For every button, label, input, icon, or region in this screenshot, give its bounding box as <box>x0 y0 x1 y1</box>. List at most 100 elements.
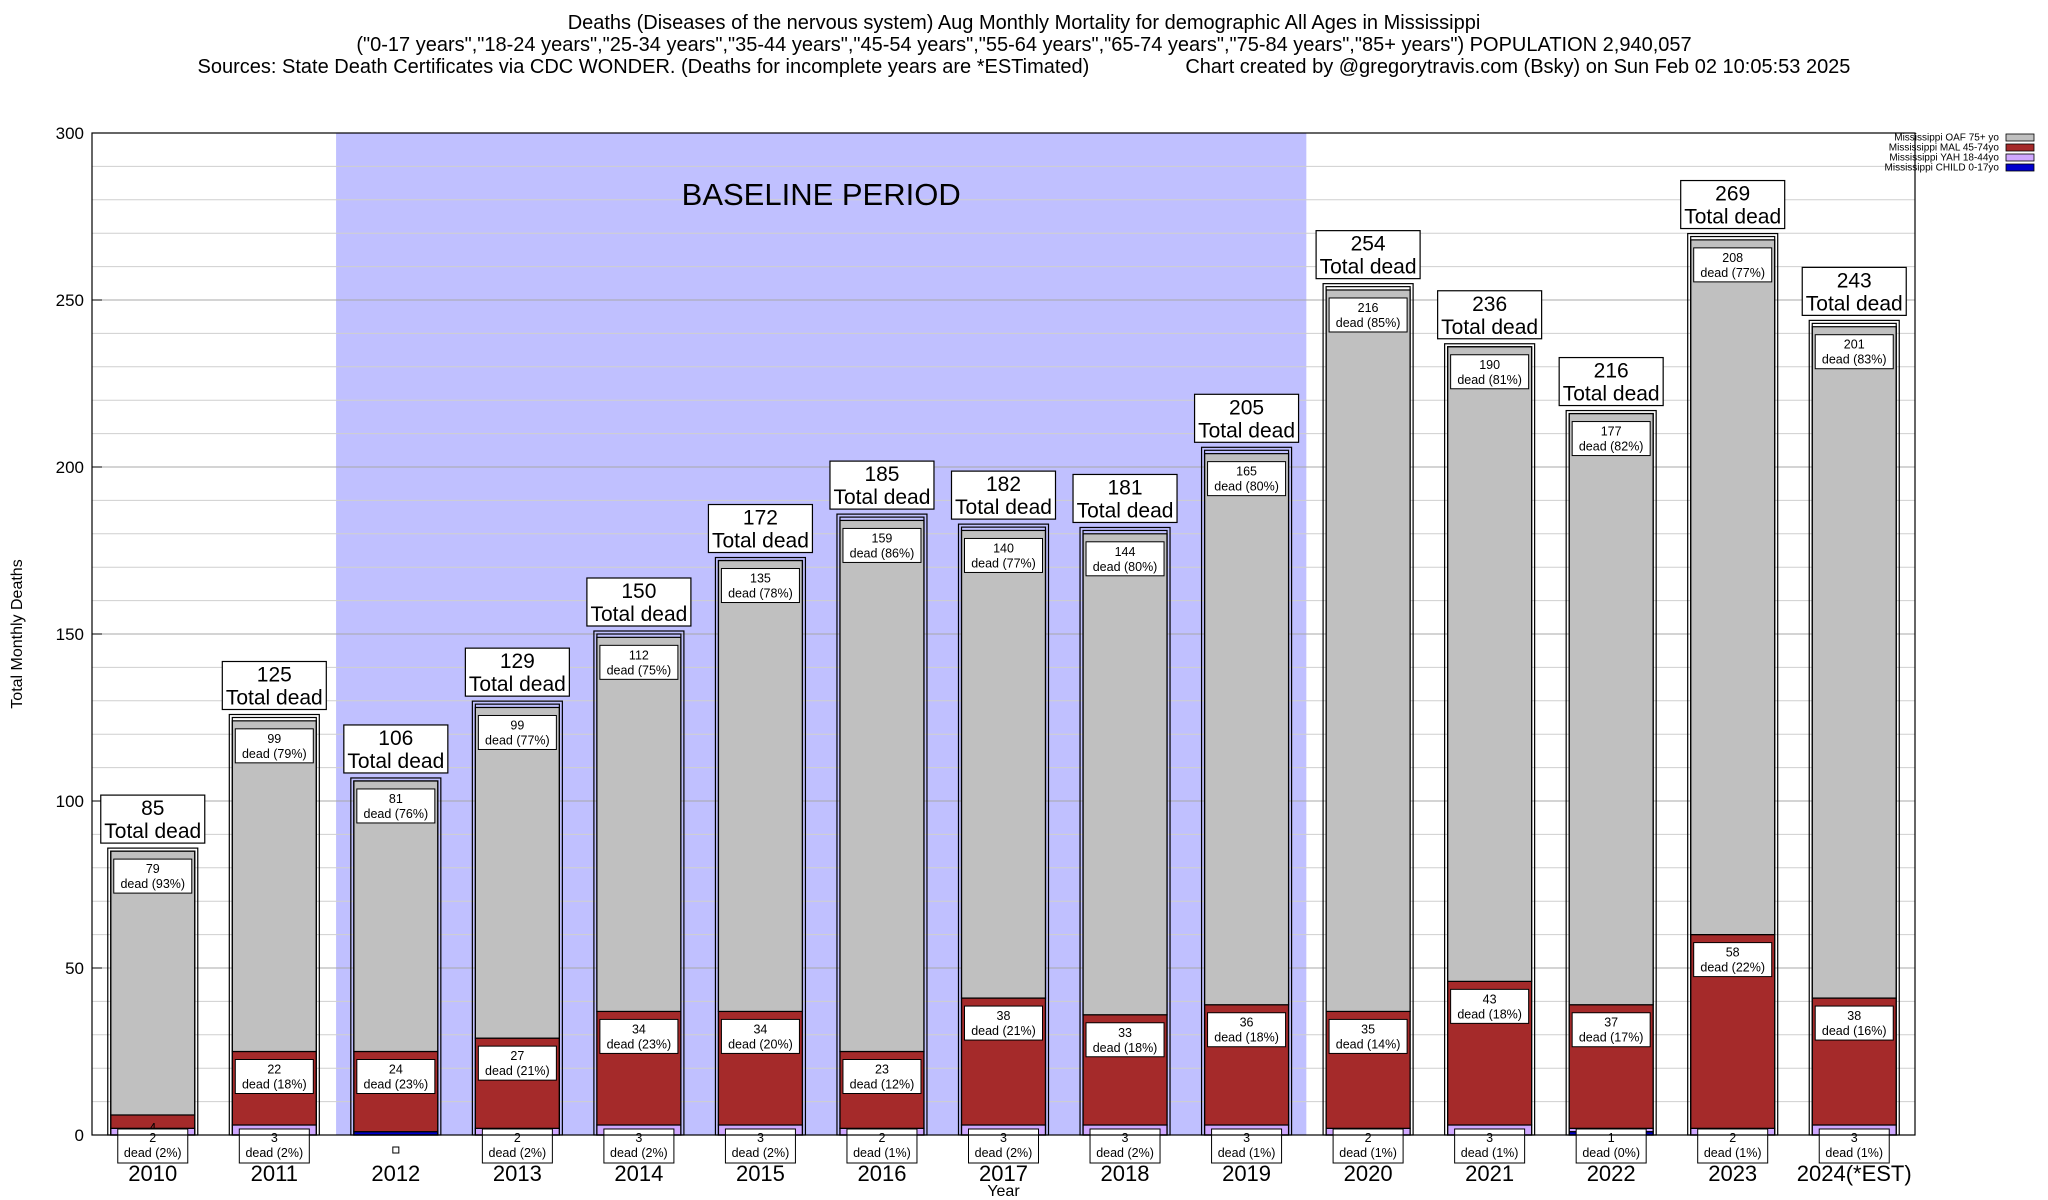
chart-sources: Sources: State Death Certificates via CD… <box>197 56 1090 78</box>
y-axis-label: Total Monthly Deaths <box>9 559 26 708</box>
chart-credit: Chart created by @gregorytravis.com (Bsk… <box>1185 56 1851 78</box>
segment-label-box <box>113 858 193 894</box>
segment-percent-label: dead (83%) <box>1822 353 1887 367</box>
chart-header: Deaths (Diseases of the nervous system) … <box>0 12 2048 78</box>
segment-value-label: 99 <box>510 718 524 732</box>
total-suffix-label: Total dead <box>104 820 201 843</box>
segment-label-box <box>1328 1018 1408 1054</box>
segment-value-label: 3 <box>1243 1131 1250 1145</box>
segment-value-label: 2 <box>878 1131 885 1145</box>
segment-percent-label: dead (2%) <box>975 1146 1033 1160</box>
bar-segment <box>1082 533 1168 1016</box>
segment-value-label: 38 <box>1847 1009 1861 1023</box>
chart-title-line-1: Deaths (Diseases of the nervous system) … <box>567 12 1481 34</box>
segment-percent-label: dead (1%) <box>1339 1146 1397 1160</box>
legend-swatch <box>2005 143 2035 152</box>
segment-label-box <box>1814 1005 1894 1041</box>
segment-value-label: 24 <box>389 1063 403 1077</box>
segment-percent-label: dead (2%) <box>1096 1146 1154 1160</box>
x-tick-label: 2010 <box>128 1161 177 1186</box>
segment-label-box <box>1085 541 1165 577</box>
x-tick-label: 2024(*EST) <box>1797 1161 1912 1186</box>
segment-label-box <box>1207 1012 1287 1048</box>
total-label-box <box>1558 356 1664 407</box>
y-tick-label: 0 <box>75 1126 84 1145</box>
bar-segment <box>1811 326 1897 999</box>
legend-entry-label: Mississippi OAF 75+ yo <box>1894 133 1999 144</box>
legend-entry-label: Mississippi YAH 18-44yo <box>1889 153 1999 164</box>
segment-value-label: 34 <box>632 1022 646 1036</box>
x-tick-label: 2016 <box>857 1161 906 1186</box>
segment-label-box <box>1328 297 1408 333</box>
segment-value-label: 216 <box>1358 301 1379 315</box>
segment-value-label: 177 <box>1601 425 1622 439</box>
segment-percent-label: dead (22%) <box>1700 961 1765 975</box>
segment-percent-label: dead (12%) <box>850 1078 915 1092</box>
total-label-box <box>950 470 1057 520</box>
x-tick-label: 2013 <box>493 1161 542 1186</box>
segment-label-box <box>842 1059 922 1094</box>
segment-value-label: 37 <box>1604 1016 1618 1030</box>
total-value-label: 216 <box>1594 360 1629 383</box>
segment-label-box <box>1693 942 1773 978</box>
total-label-box <box>1193 393 1300 443</box>
segment-label-box <box>477 1045 557 1081</box>
segment-value-label: 36 <box>1240 1016 1254 1030</box>
segment-percent-label: dead (77%) <box>485 733 550 747</box>
segment-value-label: 4 <box>149 1121 156 1135</box>
legend-swatch <box>2005 153 2035 162</box>
segment-value-label: 3 <box>271 1131 278 1145</box>
total-label-box <box>1680 179 1786 230</box>
segment-label-box <box>356 788 436 824</box>
segment-percent-label: dead (1%) <box>853 1146 911 1160</box>
x-tick-label: 2019 <box>1222 1161 1271 1186</box>
total-suffix-label: Total dead <box>347 750 444 773</box>
segment-value-label: 159 <box>872 531 893 545</box>
total-value-label: 129 <box>500 650 535 673</box>
segment-value-label: 208 <box>1722 251 1743 265</box>
total-value-label: 125 <box>257 664 292 687</box>
segment-percent-label: dead (0%) <box>1582 1146 1640 1160</box>
y-tick-label: 50 <box>65 959 84 978</box>
segment-percent-label: dead (18%) <box>1457 1007 1522 1021</box>
segment-label-box <box>720 1018 800 1054</box>
x-tick-label: 2022 <box>1587 1161 1636 1186</box>
segment-percent-label: dead (86%) <box>850 546 915 560</box>
segment-value-label: 33 <box>1118 1026 1132 1040</box>
segment-percent-label: dead (23%) <box>364 1078 429 1092</box>
y-tick-label: 150 <box>56 625 84 644</box>
segment-value-label: 22 <box>267 1063 281 1077</box>
segment-label-box <box>1450 354 1530 390</box>
total-value-label: 106 <box>378 727 413 750</box>
segment-percent-label: dead (18%) <box>1093 1041 1158 1055</box>
total-value-label: 172 <box>743 507 778 530</box>
segment-percent-label: dead (20%) <box>728 1037 793 1051</box>
x-tick-label: 2017 <box>979 1161 1028 1186</box>
legend-swatch <box>2005 133 2035 142</box>
segment-value-label: 2 <box>1365 1131 1372 1145</box>
legend-swatch <box>2005 163 2035 172</box>
segment-percent-label: dead (1%) <box>1461 1146 1519 1160</box>
segment-label-box <box>1450 988 1530 1024</box>
bar-segment <box>596 636 682 1013</box>
segment-label-box <box>720 568 800 604</box>
total-suffix-label: Total dead <box>712 530 809 553</box>
segment-percent-label: dead (23%) <box>607 1037 672 1051</box>
total-suffix-label: Total dead <box>226 687 323 710</box>
segment-percent-label: dead (2%) <box>610 1146 668 1160</box>
y-tick-label: 250 <box>56 291 84 310</box>
segment-percent-label: dead (80%) <box>1093 560 1158 574</box>
total-value-label: 150 <box>621 580 656 603</box>
total-label-box <box>221 660 327 711</box>
total-value-label: 254 <box>1351 233 1386 256</box>
total-label-box <box>1315 230 1421 280</box>
segment-label-box <box>599 1018 679 1054</box>
segment-percent-label: dead (80%) <box>1214 480 1279 494</box>
legend-entry-label: Mississippi CHILD 0-17yo <box>1885 163 2000 174</box>
